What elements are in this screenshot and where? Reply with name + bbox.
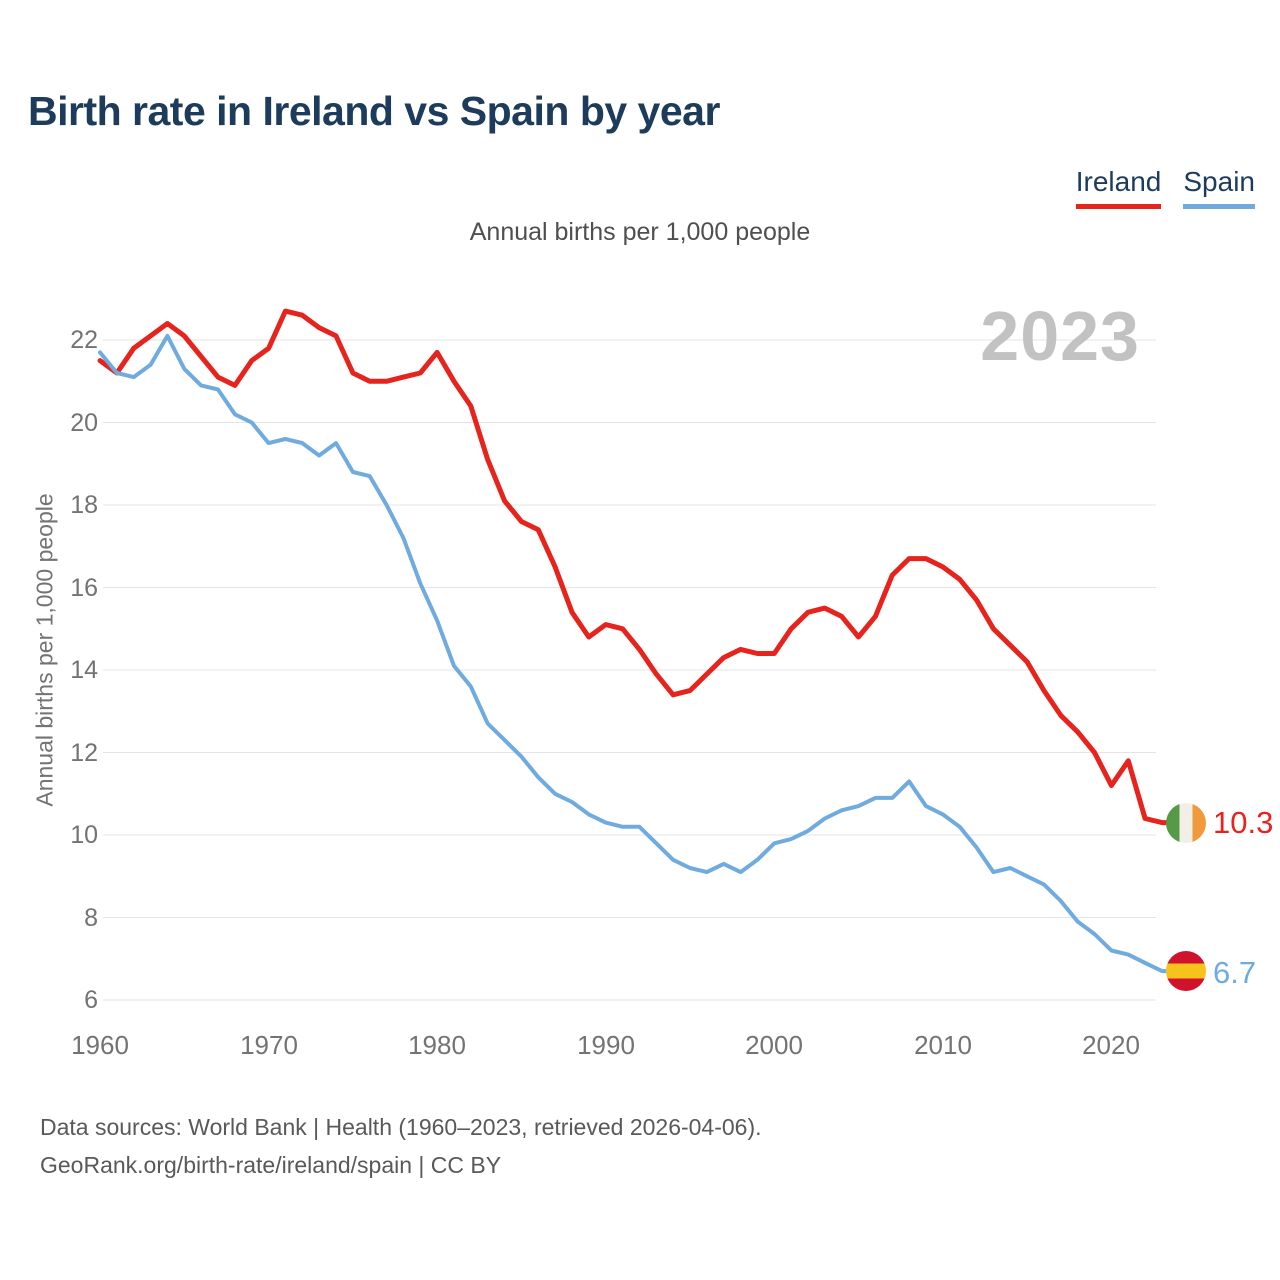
chart-subtitle: Annual births per 1,000 people (469, 218, 811, 246)
series-group (97, 308, 1173, 974)
y-tick-label: 12 (70, 739, 98, 767)
x-tick-label: 1970 (240, 1030, 298, 1060)
x-tick-label: 2000 (745, 1030, 803, 1060)
ireland-end-value-label: 10.3 (1213, 805, 1274, 840)
footer: Data sources: World Bank | Health (1960–… (40, 1108, 762, 1184)
legend: Ireland Spain (1075, 166, 1255, 209)
legend-item-spain[interactable]: Spain (1183, 166, 1255, 209)
spain-line-series[interactable] (98, 333, 1172, 974)
y-tick-label: 18 (70, 491, 98, 519)
x-tick-label: 2010 (914, 1030, 972, 1060)
y-tick-label: 14 (70, 656, 98, 684)
y-tick-label: 22 (70, 326, 98, 354)
x-tick-label: 1990 (577, 1030, 635, 1060)
y-tick-label: 6 (84, 986, 98, 1014)
x-tick-label: 1980 (408, 1030, 466, 1060)
ireland-line-series[interactable] (97, 308, 1173, 826)
footer-url-line: GeoRank.org/birth-rate/ireland/spain | C… (40, 1152, 502, 1178)
legend-item-ireland[interactable]: Ireland (1075, 166, 1162, 209)
spain-end-value-label: 6.7 (1213, 955, 1257, 990)
y-axis-title: Annual births per 1,000 people (31, 493, 58, 807)
gridlines-group (103, 339, 1156, 1001)
x-tick-label: 1960 (71, 1030, 129, 1060)
y-tick-label: 8 (84, 904, 98, 932)
chart-title: Birth rate in Ireland vs Spain by year (28, 88, 720, 134)
y-tick-label: 10 (70, 821, 98, 849)
x-tick-label: 2020 (1082, 1030, 1140, 1060)
spain-flag-icon (1166, 951, 1206, 991)
y-tick-label: 16 (70, 574, 98, 602)
ireland-flag-icon (1166, 803, 1206, 843)
y-tick-label: 20 (70, 409, 98, 437)
footer-source-line: Data sources: World Bank | Health (1960–… (40, 1114, 762, 1140)
watermark-year: 2023 (980, 297, 1140, 375)
